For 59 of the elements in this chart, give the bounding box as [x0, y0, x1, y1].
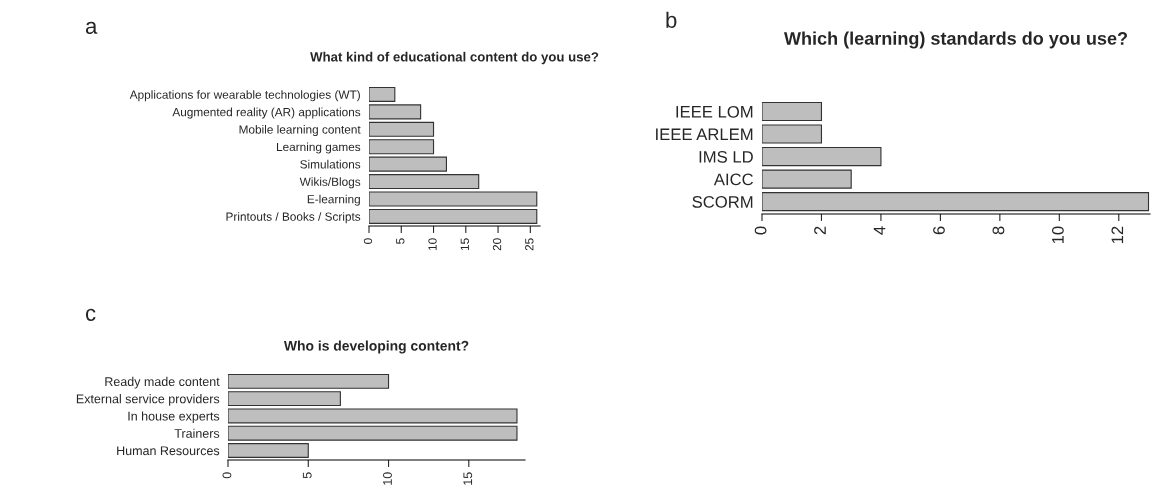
- bar: [762, 146, 882, 167]
- y-tick-label: IEEE ARLEM: [656, 128, 753, 141]
- y-tick-label: Applications for wearable technologies (WT): [129, 90, 360, 102]
- bar: [369, 174, 480, 190]
- y-tick-label: Wikis/Blogs: [299, 177, 361, 189]
- bar: [228, 408, 518, 424]
- bar: [369, 86, 396, 102]
- y-tick-label: Augmented reality (AR) applications: [172, 107, 361, 119]
- bar: [369, 104, 422, 120]
- chart-title: What kind of educational content do you use?: [310, 51, 599, 65]
- bar: [228, 373, 390, 389]
- bar: [369, 139, 435, 155]
- bar: [369, 208, 538, 224]
- y-tick-label: IMS LD: [699, 150, 753, 163]
- x-tick-label: 10: [1051, 226, 1064, 244]
- y-tick-label: E-learning: [307, 194, 360, 206]
- y-tick-label: Trainers: [174, 428, 220, 438]
- x-tick-label: 25: [525, 238, 534, 251]
- x-tick-label: 10: [428, 238, 437, 251]
- bar: [228, 425, 518, 441]
- x-tick-label: 15: [460, 238, 469, 251]
- text: b: [666, 11, 677, 28]
- x-tick-label: 5: [302, 472, 312, 479]
- x-tick-label: 8: [992, 226, 1005, 235]
- x-tick-label: 10: [383, 472, 392, 485]
- y-tick-label: AICC: [713, 173, 754, 186]
- y-tick-label: IEEE LOM: [676, 105, 753, 118]
- x-tick-label: 12: [1111, 226, 1124, 244]
- y-tick-label: External service providers: [76, 394, 220, 406]
- y-tick-label: SCORM: [692, 196, 753, 208]
- bar: [369, 191, 538, 207]
- bar: [228, 391, 341, 407]
- x-tick-label: 15: [463, 472, 473, 485]
- x-tick-label: 5: [396, 238, 405, 244]
- y-tick-label: Mobile learning content: [239, 125, 361, 137]
- y-tick-label: Learning games: [276, 142, 361, 154]
- x-tick-label: 0: [222, 472, 232, 479]
- x-tick-label: 4: [873, 226, 886, 235]
- x-tick-label: 6: [933, 226, 945, 235]
- y-tick-label: Simulations: [300, 159, 361, 169]
- text: c: [85, 308, 96, 321]
- y-tick-label: Printouts / Books / Scripts: [226, 212, 361, 224]
- bar: [369, 121, 435, 137]
- y-tick-label: In house experts: [128, 411, 220, 424]
- x-tick-label: 0: [363, 238, 373, 244]
- x-tick-label: 2: [814, 226, 826, 235]
- bar: [228, 443, 309, 458]
- x-tick-label: 20: [492, 238, 502, 251]
- bar: [369, 156, 447, 172]
- x-tick-label: 0: [754, 226, 767, 235]
- bar: [762, 101, 823, 122]
- chart-title: Which (learning) standards do you use?: [783, 31, 1128, 49]
- bar: [762, 192, 1150, 212]
- bar: [762, 169, 852, 189]
- bar: [762, 124, 823, 144]
- y-tick-label: Ready made content: [105, 376, 220, 389]
- chart-title: Who is developing content?: [283, 340, 469, 354]
- text: a: [85, 21, 98, 34]
- y-tick-label: Human Resources: [117, 446, 220, 456]
